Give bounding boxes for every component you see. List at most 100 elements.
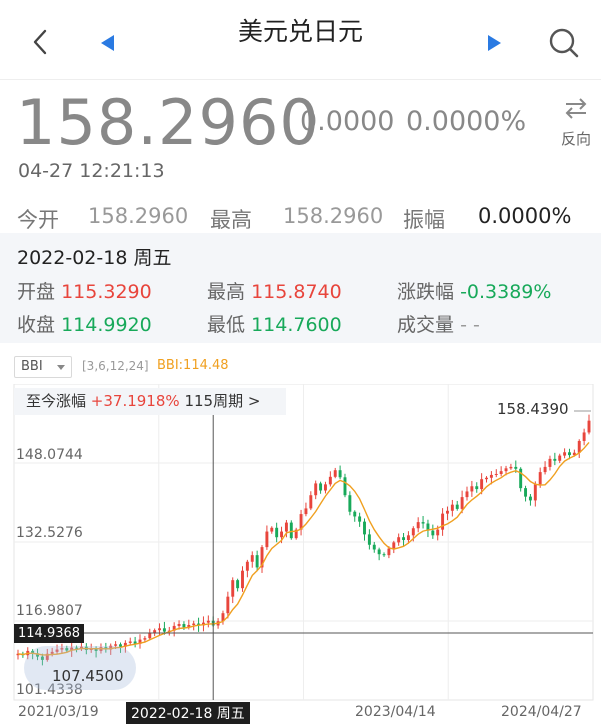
candle-body: [172, 625, 176, 631]
x-tick-label: 2023/04/14: [355, 704, 436, 720]
candle-body: [319, 483, 323, 491]
candlestick-chart[interactable]: 至今涨幅 +37.1918% 115周期 > 148.0744 132.5276…: [0, 384, 601, 726]
candle-body: [499, 471, 503, 474]
candle-body: [309, 495, 313, 509]
detail-high: 最高 115.8740: [207, 281, 342, 303]
candle-body: [382, 554, 386, 556]
candle-body: [133, 641, 137, 644]
search-icon[interactable]: [547, 26, 581, 60]
candle-body: [299, 514, 303, 530]
price-change: 0.0000: [300, 106, 395, 137]
candle-body: [245, 561, 249, 571]
period-change-banner[interactable]: 至今涨幅 +37.1918% 115周期 >: [14, 388, 286, 415]
candle-body: [548, 458, 552, 467]
y-tick-label: 116.9807: [16, 603, 83, 619]
candle-body: [421, 522, 425, 524]
candle-body: [519, 468, 523, 489]
y-tick-label: 101.4338: [16, 682, 83, 698]
candle-body: [558, 455, 562, 461]
candle-body: [270, 527, 274, 532]
candle-body: [36, 653, 39, 657]
candle-body: [128, 641, 132, 643]
candle-body: [426, 523, 430, 531]
candle-body: [70, 647, 74, 651]
detail-volume: 成交量 - -: [397, 314, 480, 336]
candle-body: [450, 504, 454, 511]
candle-body: [236, 580, 240, 589]
candle-body: [304, 508, 308, 515]
candle-body: [250, 555, 254, 562]
candle-body: [387, 548, 391, 556]
candle-body: [119, 644, 122, 647]
candle-body: [485, 477, 488, 480]
y-tick-label: 148.0744: [16, 447, 83, 463]
indicator-params: [3,6,12,24]: [82, 359, 149, 373]
candle-body: [167, 630, 171, 632]
candle-body: [40, 656, 44, 660]
candle-body: [265, 531, 269, 548]
chevron-left-icon[interactable]: [26, 27, 56, 57]
period-low-label: 107.4500: [52, 667, 124, 685]
candle-body: [538, 472, 542, 485]
zoom-handle[interactable]: [24, 646, 136, 690]
candle-detail-panel: 2022-02-18 周五 开盘 115.3290 最高 115.8740 涨跌…: [0, 233, 601, 343]
candle-body: [182, 624, 186, 628]
candle-body: [323, 484, 327, 491]
candle-body: [231, 580, 235, 597]
candle-body: [358, 516, 362, 522]
quote-time: 04-27 12:21:13: [18, 160, 165, 182]
reverse-label: 反向: [560, 130, 591, 148]
triangle-right-icon[interactable]: [486, 33, 504, 53]
candle-body: [402, 537, 406, 541]
x-tick-label: 2024/04/27: [501, 704, 582, 720]
y-tick-label: 132.5276: [16, 525, 83, 541]
indicator-select[interactable]: BBI: [14, 356, 72, 378]
crosshair-x-label: 2022-02-18 周五: [126, 702, 250, 724]
candle-body: [489, 474, 493, 478]
candle-body: [158, 628, 161, 631]
candle-body: [241, 570, 244, 589]
candle-body: [114, 644, 118, 646]
candle-body: [221, 613, 225, 622]
candle-body: [284, 522, 288, 532]
candle-body: [475, 486, 479, 490]
amplitude-label: 振幅: [403, 208, 445, 232]
candle-body: [294, 529, 298, 539]
detail-low: 最低 114.7600: [207, 314, 342, 336]
x-tick-label: 2021/03/19: [18, 704, 99, 720]
candle-body: [348, 495, 352, 512]
candle-body: [328, 476, 332, 485]
open-label: 今开: [17, 208, 59, 232]
reverse-button[interactable]: 反向: [556, 96, 596, 149]
candle-body: [280, 531, 284, 538]
candle-body: [582, 432, 586, 441]
candle-body: [314, 483, 318, 496]
candle-body: [514, 466, 518, 469]
chart-canvas[interactable]: [0, 384, 601, 726]
candle-body: [187, 624, 191, 628]
candle-body: [455, 504, 459, 509]
candle-body: [372, 544, 376, 550]
triangle-left-icon[interactable]: [98, 33, 116, 53]
candle-body: [353, 511, 357, 517]
candle-body: [289, 522, 293, 539]
bbi-line: [17, 441, 590, 656]
candle-body: [587, 420, 591, 433]
candle-body: [50, 651, 54, 654]
caret-down-icon: [57, 365, 65, 370]
candle-body: [411, 528, 415, 536]
candle-body: [533, 484, 537, 501]
candle-body: [460, 497, 464, 509]
candle-body: [509, 466, 513, 469]
candle-body: [528, 496, 532, 501]
candle-body: [333, 470, 337, 477]
period-high-label: 158.4390: [497, 400, 569, 418]
candle-body: [577, 440, 581, 453]
candle-body: [397, 537, 401, 543]
candle-body: [568, 452, 571, 456]
candle-body: [177, 624, 181, 626]
candle-body: [109, 645, 113, 650]
crosshair-y-label: 114.9368: [14, 624, 85, 643]
indicator-name: BBI: [21, 359, 43, 374]
candle-body: [563, 452, 567, 456]
